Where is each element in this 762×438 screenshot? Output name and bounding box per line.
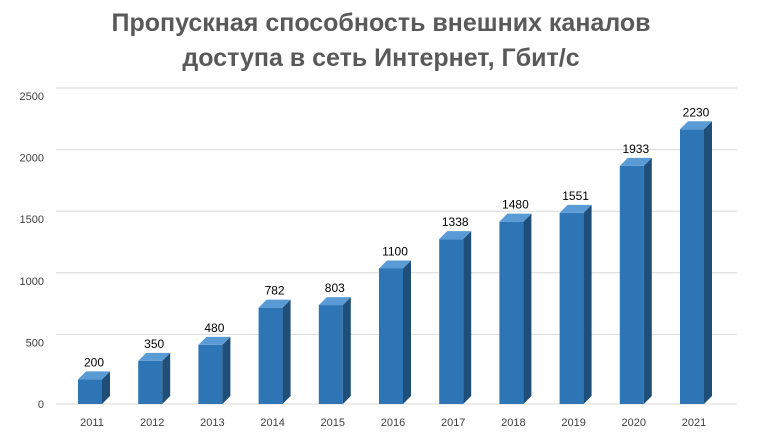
bar: [439, 231, 472, 404]
bar-top-face: [439, 231, 472, 240]
bar-top-face: [318, 297, 351, 306]
x-tick-label: 2011: [80, 417, 104, 429]
bar: [258, 299, 291, 404]
bar: [499, 213, 532, 404]
bar-front-face: [439, 239, 464, 404]
bar-front-face: [198, 344, 223, 404]
data-labels: 200 350 480 782 803 1100 1338 1480 1551 1933 2230: [84, 105, 710, 369]
chart-title-line-1: Пропускная способность внешних каналов: [111, 9, 651, 37]
data-label: 480: [204, 321, 224, 335]
x-axis-tick-labels: 2011 2012 2013 2014 2015 2016 2017 2018 2019 2020…: [80, 417, 706, 429]
bar-front-face: [138, 360, 163, 404]
bar-front-face: [680, 129, 704, 404]
x-tick-label: 2015: [321, 417, 345, 429]
bar-top-face: [619, 157, 652, 166]
bar-side-face: [162, 352, 171, 404]
bar-top-face: [78, 371, 110, 380]
data-label: 782: [265, 284, 285, 298]
data-label: 200: [84, 355, 104, 369]
x-tick-label: 2014: [260, 417, 284, 429]
bar-side-face: [403, 260, 411, 404]
bar-front-face: [499, 221, 524, 404]
x-tick-label: 2012: [140, 417, 164, 429]
bar-side-face: [643, 157, 652, 404]
bar-front-face: [559, 212, 584, 404]
x-tick-label: 2013: [200, 417, 224, 429]
bar-side-face: [222, 336, 231, 404]
bar-top-face: [258, 299, 291, 308]
bar: [680, 121, 712, 404]
x-tick-label: 2019: [561, 417, 585, 429]
y-tick-label: 2000: [20, 153, 44, 165]
bar-side-face: [102, 371, 110, 404]
bar: [78, 371, 110, 404]
bar-side-face: [704, 121, 712, 404]
chart-title-line-2: доступа в сеть Интернет, Гбит/с: [182, 44, 580, 72]
bar: [198, 336, 231, 404]
bar-top-face: [379, 260, 411, 269]
data-label: 2230: [683, 105, 710, 119]
bar-top-face: [198, 336, 231, 345]
bar-front-face: [379, 268, 403, 404]
y-tick-label: 1000: [20, 276, 44, 288]
bar-side-face: [342, 297, 351, 404]
bar: [379, 260, 411, 404]
bar-side-face: [282, 299, 291, 404]
x-tick-label: 2017: [441, 417, 465, 429]
bar-side-face: [523, 213, 532, 404]
x-tick-label: 2020: [622, 417, 646, 429]
bar: [318, 297, 351, 404]
bar-top-face: [559, 204, 592, 213]
y-tick-label: 2500: [20, 91, 44, 103]
bar-side-face: [583, 204, 592, 404]
y-axis-tick-labels: 0 500 1000 1500 2000 2500: [20, 91, 44, 411]
y-tick-label: 1500: [20, 214, 44, 226]
bar-side-face: [463, 231, 472, 404]
data-label: 1480: [502, 198, 529, 212]
data-label: 1338: [442, 215, 469, 229]
bar: [138, 352, 171, 404]
bar-top-face: [680, 121, 712, 130]
bar: [619, 157, 652, 404]
bars: [78, 121, 712, 404]
bar-front-face: [78, 379, 102, 404]
bar-top-face: [138, 352, 171, 361]
bar-top-face: [499, 213, 532, 222]
bar-front-face: [318, 305, 343, 404]
chart-title: Пропускная способность внешних каналов д…: [0, 6, 762, 76]
y-tick-label: 0: [38, 399, 44, 411]
x-tick-label: 2021: [682, 417, 706, 429]
x-tick-label: 2016: [381, 417, 405, 429]
data-label: 1933: [622, 142, 649, 156]
bar-front-face: [258, 307, 283, 404]
data-label: 350: [144, 337, 164, 351]
x-tick-label: 2018: [501, 417, 525, 429]
bar-front-face: [619, 165, 644, 404]
y-tick-label: 500: [26, 337, 44, 349]
bar: [559, 204, 592, 404]
data-label: 1100: [382, 244, 408, 258]
data-label: 803: [325, 281, 345, 295]
data-label: 1551: [562, 189, 589, 203]
